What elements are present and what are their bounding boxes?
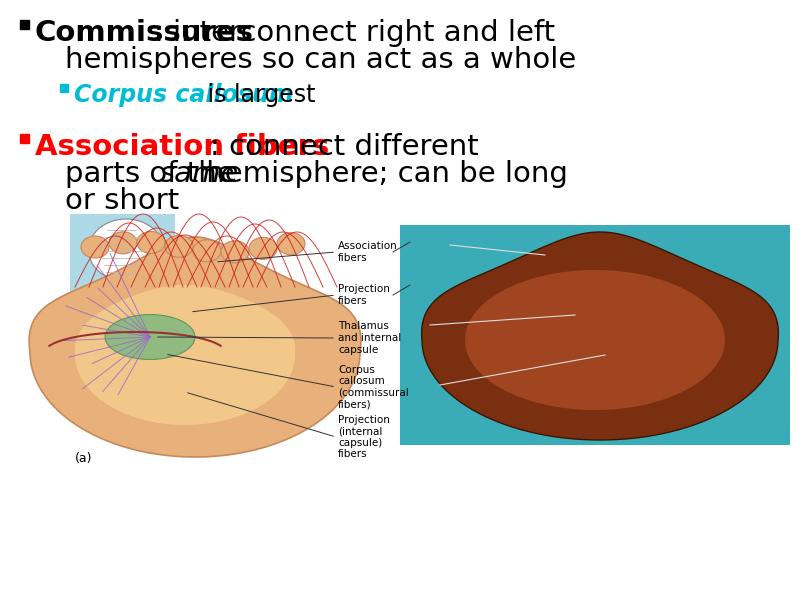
Bar [60,84,68,92]
Ellipse shape [109,232,137,254]
FancyBboxPatch shape [400,225,790,445]
Text: hemispheres so can act as a whole: hemispheres so can act as a whole [65,46,576,74]
Text: : connect different: : connect different [210,133,478,161]
Ellipse shape [249,238,277,259]
Bar [20,134,29,143]
PathPatch shape [29,237,361,457]
Text: Thalamus
and internal
capsule: Thalamus and internal capsule [338,322,402,355]
PathPatch shape [74,285,295,425]
Text: Corpus callosum: Corpus callosum [74,83,294,107]
Text: Projection
(internal
capsule)
fibers: Projection (internal capsule) fibers [338,415,390,460]
Ellipse shape [105,314,195,359]
Text: hemisphere; can be long: hemisphere; can be long [197,160,568,188]
Ellipse shape [89,219,163,281]
Text: Projection
fibers: Projection fibers [338,284,390,306]
Ellipse shape [277,233,305,255]
Ellipse shape [193,240,221,262]
Text: Association fibers: Association fibers [35,133,330,161]
Text: (a): (a) [75,452,93,465]
Ellipse shape [137,232,165,253]
FancyBboxPatch shape [70,214,175,292]
Ellipse shape [165,235,193,257]
Ellipse shape [81,236,109,258]
Text: Commissures: Commissures [35,19,254,47]
Text: parts of the: parts of the [65,160,244,188]
Text: is largest: is largest [200,83,315,107]
PathPatch shape [422,232,778,440]
Text: Corpus
callosum
(commissural
fibers): Corpus callosum (commissural fibers) [338,365,409,409]
Text: same: same [160,160,239,188]
PathPatch shape [465,270,725,410]
Text: : interconnect right and left: : interconnect right and left [154,19,555,47]
Text: Association
fibers: Association fibers [338,241,398,263]
Ellipse shape [221,241,249,263]
Text: or short: or short [65,187,179,215]
Bar [20,20,29,29]
